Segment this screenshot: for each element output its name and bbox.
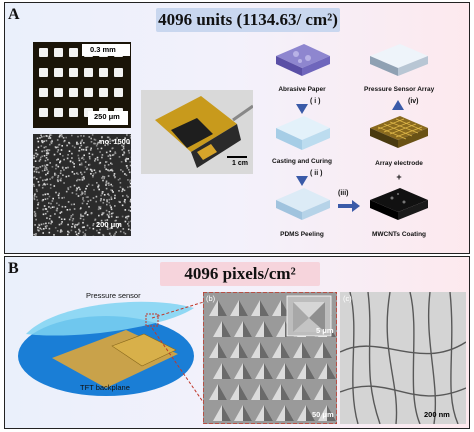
sensor-dot: [54, 68, 63, 77]
sem-nanotube-image: [340, 292, 466, 424]
label-step-i: ( i ): [310, 98, 321, 105]
device-illustration: [18, 301, 204, 405]
sensor-dot: [39, 68, 48, 77]
label-step-iii: (iii): [338, 190, 349, 197]
mwcnt-tile: [370, 188, 428, 220]
label-casting: Casting and Curing: [272, 158, 332, 165]
label-array-electrode: Array electrode: [375, 160, 423, 167]
arrow-step-iv: [392, 100, 404, 110]
label-step-ii: ( ii ): [310, 170, 323, 177]
label-tft-backplane: TFT backplane: [80, 383, 130, 392]
arrow-step-ii: [296, 176, 308, 186]
sensor-dot: [69, 68, 78, 77]
sem-b-scale: 50 μm: [312, 410, 334, 419]
scale-label-250: 250 μm: [94, 112, 120, 121]
sem-c-tag: (c): [343, 294, 352, 303]
abrasive-paper-tile: [276, 44, 330, 76]
device-photo: [141, 90, 253, 174]
abrasive-micrograph: [33, 134, 131, 236]
sensor-dot: [39, 108, 48, 117]
sem-b-tag: (b): [206, 294, 216, 303]
sensor-dot: [54, 48, 63, 57]
panel-a-label: A: [8, 6, 20, 23]
sensor-dot: [84, 88, 93, 97]
sensor-array-tile: [370, 44, 428, 76]
sensor-dot: [54, 108, 63, 117]
label-pdms: PDMS Peeling: [280, 231, 324, 238]
arrow-step-iii: [338, 204, 354, 208]
sensor-dot: [39, 48, 48, 57]
sensor-dot: [99, 88, 108, 97]
scale-label-top: 0.3 mm: [90, 45, 116, 54]
panel-b-title: 4096 pixels/cm²: [160, 262, 320, 286]
array-electrode-tile: [370, 116, 428, 148]
panel-b-label: B: [8, 260, 19, 277]
sem-c-scale: 200 nm: [424, 410, 450, 419]
sem-pyramid-image: [203, 292, 337, 424]
sensor-dot: [69, 88, 78, 97]
sensor-dot: [114, 88, 123, 97]
sensor-dot: [99, 68, 108, 77]
photo-scale-label: 1 cm: [232, 160, 248, 167]
scale-label-200: 200 μm: [96, 220, 122, 229]
sensor-dot: [69, 48, 78, 57]
label-pressure-sensor: Pressure sensor: [86, 291, 141, 300]
sensor-dot: [39, 88, 48, 97]
sensor-dot: [69, 108, 78, 117]
arrow-step-i: [296, 104, 308, 114]
label-sensor-array: Pressure Sensor Array: [364, 86, 435, 93]
sensor-dot: [84, 68, 93, 77]
sem-b-inset-scale: 5 μm: [316, 326, 334, 335]
pdms-tile: [276, 188, 330, 220]
plus-sign: +: [396, 172, 402, 182]
panel-a-title: 4096 units (1134.63/ cm²): [156, 8, 340, 32]
label-abrasive-paper: Abrasive Paper: [278, 86, 326, 93]
sensor-dot: [114, 68, 123, 77]
sensor-dot: [54, 88, 63, 97]
label-step-iv: (iv): [408, 98, 419, 105]
label-mwcnt: MWCNTs Coating: [371, 231, 427, 238]
abrasive-grade-label: no. 1500: [100, 137, 131, 146]
casting-tile: [276, 116, 330, 150]
